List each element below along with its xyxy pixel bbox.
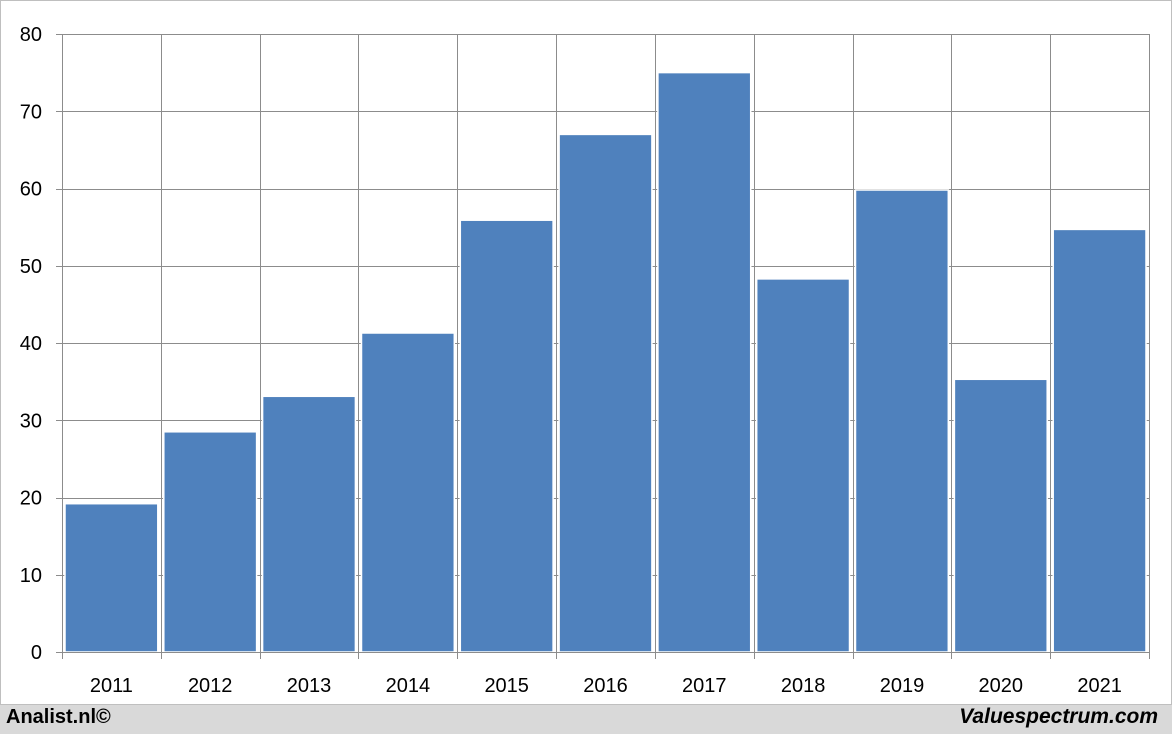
- x-tick-label: 2016: [583, 675, 628, 697]
- tick-labels: 0 10 20 30 40 50 60 70 80 2011 2012 2013 2014 2015 201…: [20, 24, 1122, 697]
- x-tick-label: 2012: [188, 675, 233, 697]
- bar-2019: [854, 189, 950, 653]
- bar-2012: [163, 431, 258, 653]
- bar-2014: [360, 332, 456, 653]
- footer-credit-right: Valuespectrum.com: [959, 705, 1158, 728]
- x-tick-label: 2021: [1077, 675, 1122, 697]
- y-tick-label: 60: [20, 179, 42, 201]
- bar-2016: [558, 133, 653, 653]
- y-tick-label: 40: [20, 333, 42, 355]
- x-tick-label: 2018: [781, 675, 826, 697]
- x-tick-label: 2019: [880, 675, 925, 697]
- footer-credit-left: Analist.nl©: [6, 706, 111, 728]
- axes: [56, 34, 1150, 659]
- y-tick-label: 70: [20, 101, 42, 123]
- x-tick-label: 2013: [287, 675, 332, 697]
- y-tick-label: 30: [20, 410, 42, 432]
- y-tick-label: 20: [20, 488, 42, 510]
- bar-2020: [953, 378, 1048, 653]
- y-tick-label: 50: [20, 256, 42, 278]
- x-tick-label: 2017: [682, 675, 727, 697]
- x-tick-label: 2015: [484, 675, 529, 697]
- x-tick-label: 2014: [386, 675, 431, 697]
- x-tick-label: 2011: [90, 675, 133, 697]
- y-tick-label: 0: [31, 642, 42, 664]
- bar-chart: 0 10 20 30 40 50 60 70 80 2011 2012 2013 2014 2015 201…: [20, 24, 1150, 697]
- y-tick-label: 10: [20, 565, 42, 587]
- bar-2017: [657, 71, 752, 653]
- x-tick-label: 2020: [979, 675, 1024, 697]
- bars: [64, 71, 1147, 653]
- bar-2011: [64, 502, 159, 653]
- bar-2021: [1052, 228, 1147, 653]
- bar-2018: [755, 278, 851, 653]
- bar-2015: [459, 219, 554, 653]
- bar-2013: [261, 395, 357, 653]
- y-tick-label: 80: [20, 24, 42, 46]
